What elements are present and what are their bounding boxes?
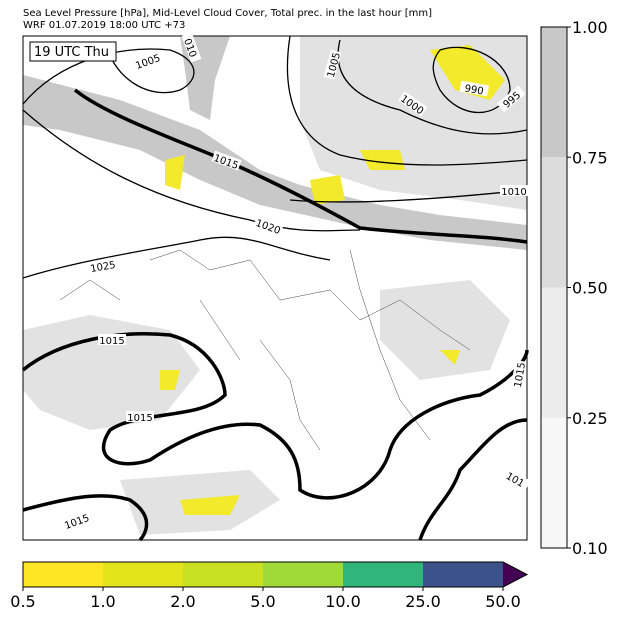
cloud-area <box>23 315 200 430</box>
precip-colorbar-frame <box>22 561 529 588</box>
isobar-label-bg <box>87 257 118 274</box>
map: 19 UTC Thu <box>21 35 529 542</box>
title: Sea Level Pressure [hPa], Mid-Level Clou… <box>23 8 432 19</box>
isobar-1015 <box>21 332 529 500</box>
isobar-1015 <box>73 88 528 244</box>
map-frame <box>22 35 528 541</box>
isobar-label-bg <box>132 50 163 71</box>
precip-colorbar-label: 50.0 <box>485 592 521 611</box>
cloud-colorbar-band <box>541 27 567 158</box>
precip-colorbar-label: 0.5 <box>10 592 35 611</box>
time-box <box>29 41 117 62</box>
isobar <box>22 48 195 105</box>
isobar-label: 990 <box>464 83 485 97</box>
isobar-label-bg <box>496 85 526 113</box>
cloud-colorbar-band <box>541 417 567 548</box>
isobar-label: 1015 <box>99 336 124 347</box>
precip-colorbar-label: 10.0 <box>325 592 361 611</box>
time-label: 19 UTC Thu <box>34 45 109 60</box>
isobar-label-bg <box>253 215 284 236</box>
cloud-colorbar-label: 0.25 <box>572 409 608 428</box>
precip-colorbar-extend <box>503 562 527 587</box>
precip-colorbar-label: 1.0 <box>90 592 115 611</box>
isobar-label: 1025 <box>90 260 117 275</box>
borders <box>59 249 471 451</box>
isobar-label-bg <box>398 91 428 117</box>
precip-colorbar-band <box>263 562 343 587</box>
isobar-label-bg <box>500 466 531 491</box>
isobar <box>286 35 528 166</box>
isobar-label-bg <box>181 32 202 63</box>
isobar <box>432 46 511 113</box>
isobar-1015 <box>22 418 528 542</box>
cloud-colorbar-label: 1.00 <box>572 18 608 37</box>
cloud-colorbar-label: 0.50 <box>572 279 608 298</box>
cloud-colorbar-label: 0.10 <box>572 539 608 558</box>
precip-colorbar-band <box>103 562 183 587</box>
precip-colorbar-label: 2.0 <box>170 592 195 611</box>
isobar <box>22 236 331 279</box>
isobar <box>337 39 528 135</box>
isobar-label-bg <box>61 510 92 531</box>
cloud-colorbar-label: 0.75 <box>572 148 608 167</box>
isobar-label-bg <box>211 150 242 171</box>
isobar-label-bg <box>510 359 527 390</box>
cloud-colorbar-band <box>541 287 567 418</box>
isobar <box>22 109 361 232</box>
precip-colorbar-label: 5.0 <box>250 592 275 611</box>
precip-colorbar-band <box>423 562 503 587</box>
isobar-label-bg <box>459 80 490 97</box>
isobar-label: 1015 <box>127 413 152 424</box>
cloud-band <box>23 75 527 250</box>
cloud-area <box>380 280 510 380</box>
cloud-colorbar-band <box>541 157 567 288</box>
subtitle: WRF 01.07.2019 18:00 UTC +73 <box>23 20 185 31</box>
isobar-label-bg <box>323 49 342 80</box>
precip-colorbar-label: 25.0 <box>405 592 441 611</box>
precip-colorbar-band <box>23 562 103 587</box>
precip-colorbar-band <box>183 562 263 587</box>
isobar-label: 1010 <box>501 187 526 198</box>
isobar-label-bg <box>98 334 126 345</box>
isobar-label: 1015 <box>513 362 528 389</box>
isobar-label-bg <box>126 411 154 422</box>
precip-colorbar-band <box>343 562 423 587</box>
isobar-label-bg <box>500 185 528 196</box>
